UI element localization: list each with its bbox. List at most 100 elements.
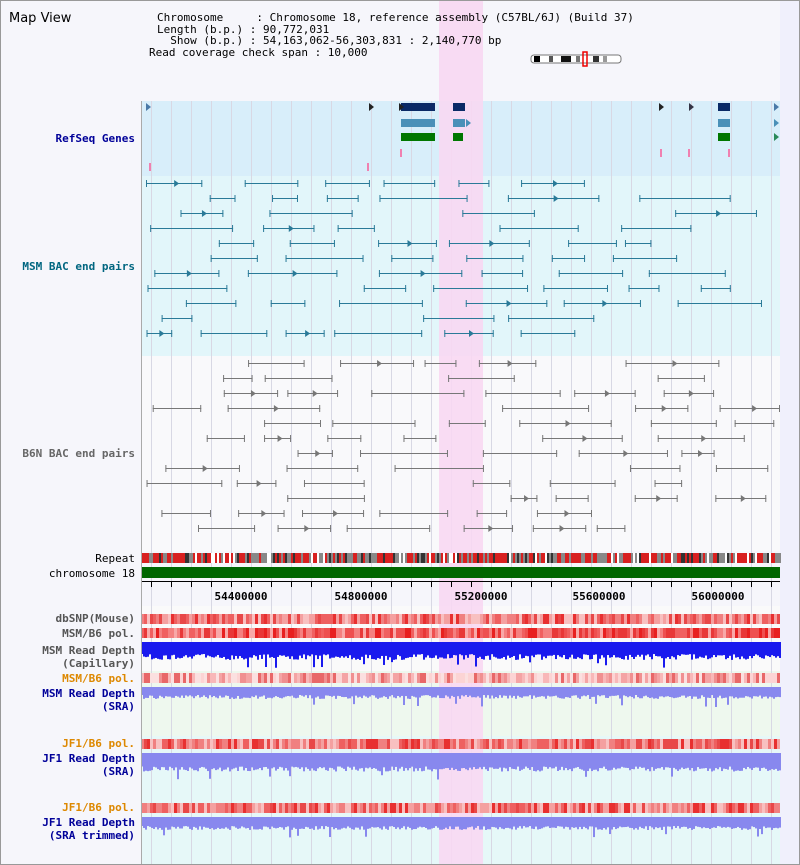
msm-depth-sra-bar	[221, 687, 223, 698]
repeat-element	[309, 553, 311, 563]
jf1-depth-sra-bar	[661, 753, 663, 768]
jf1-depth-trim-bar	[651, 817, 653, 828]
jf1-depth-sra-bar	[609, 753, 611, 771]
jf1-depth-trim-bar	[605, 817, 607, 830]
jf1-depth-trim-bar	[693, 817, 695, 829]
msm-pol-2-cell	[756, 673, 759, 683]
jf1-pol-2-cell	[450, 803, 453, 813]
msm-pol-cell	[645, 628, 648, 638]
msm-pol-2-cell	[615, 673, 618, 683]
jf1-depth-sra-bar	[171, 753, 173, 769]
msm-depth-cap-bar	[655, 642, 657, 657]
track-label-jf1-depth-sra[interactable]: JF1 Read Depth (SRA)	[42, 752, 135, 778]
jf1-depth-sra-bar	[149, 753, 151, 771]
repeat-element	[395, 553, 397, 563]
msm-pol-2-cell	[354, 673, 357, 683]
jf1-depth-sra-bar	[769, 753, 771, 771]
dbsnp-cell	[696, 614, 699, 624]
jf1-depth-trim-bar	[671, 817, 673, 830]
track-label-msm-pol-2[interactable]: MSM/B6 pol.	[62, 672, 135, 685]
b6n-bac-pair-arrow	[333, 510, 339, 517]
msm-depth-sra-bar	[713, 687, 715, 699]
track-label-jf1-pol[interactable]: JF1/B6 pol.	[62, 737, 135, 750]
repeat-element	[311, 553, 313, 563]
jf1-depth-trim-bar	[173, 817, 175, 828]
repeat-element	[483, 553, 485, 563]
jf1-depth-trim-bar	[427, 817, 429, 830]
jf1-pol-cell	[405, 739, 408, 749]
jf1-depth-trim-bar	[765, 817, 767, 829]
msm-pol-cell	[303, 628, 306, 638]
repeat-element	[161, 553, 163, 563]
msm-pol-cell	[732, 628, 735, 638]
jf1-depth-trim-bar	[527, 817, 529, 828]
msm-pol-2-cell	[564, 673, 567, 683]
msm-depth-cap-bar	[765, 642, 767, 656]
msm-depth-cap-bar	[379, 642, 381, 659]
msm-depth-cap-bar	[189, 642, 191, 657]
jf1-pol-2-cell	[501, 803, 504, 813]
jf1-pol-2-cell	[351, 803, 354, 813]
msm-depth-sra-bar	[715, 687, 717, 707]
track-label-msm-depth-cap[interactable]: MSM Read Depth (Capillary)	[42, 644, 135, 670]
jf1-depth-sra-bar	[771, 753, 773, 770]
msm-pol-2-cell	[330, 673, 333, 683]
msm-depth-cap-bar	[351, 642, 353, 660]
msm-pol-cell	[612, 628, 615, 638]
jf1-pol-cell	[234, 739, 237, 749]
msm-pol-2-cell	[624, 673, 627, 683]
jf1-depth-trim-bar	[289, 817, 291, 838]
msm-depth-sra-bar	[269, 687, 271, 698]
msm-pol-cell	[255, 628, 258, 638]
jf1-depth-sra-bar	[355, 753, 357, 770]
jf1-pol-cell	[369, 739, 372, 749]
jf1-pol-cell	[441, 739, 444, 749]
jf1-pol-2-cell	[399, 803, 402, 813]
msm-pol-2-cell	[726, 673, 729, 683]
jf1-depth-trim-bar	[373, 817, 375, 828]
track-label-jf1-pol-2[interactable]: JF1/B6 pol.	[62, 801, 135, 814]
b6n-bac-pair-arrow	[559, 525, 565, 532]
msm-depth-sra-bar	[397, 687, 399, 697]
jf1-pol-2-cell	[291, 803, 294, 813]
msm-depth-cap-bar	[393, 642, 395, 660]
jf1-pol-2-cell	[648, 803, 651, 813]
jf1-depth-sra-bar	[673, 753, 675, 768]
msm-pol-2-cell	[477, 673, 480, 683]
repeat-element	[605, 553, 607, 563]
jf1-depth-trim-bar	[409, 817, 411, 828]
msm-depth-sra-bar	[405, 687, 407, 697]
track-label-refseq[interactable]: RefSeq Genes	[55, 132, 135, 145]
msm-depth-cap-bar	[309, 642, 311, 657]
track-label-jf1-depth-trim[interactable]: JF1 Read Depth (SRA trimmed)	[42, 816, 135, 842]
repeat-element	[667, 553, 669, 563]
track-label-msm-bac[interactable]: MSM BAC end pairs	[22, 260, 135, 273]
axis-tick-label: 55600000	[573, 590, 626, 603]
dbsnp-cell	[498, 614, 501, 624]
chromosome-bar	[141, 567, 780, 578]
repeat-element	[641, 553, 643, 563]
track-label-msm-pol[interactable]: MSM/B6 pol.	[62, 627, 135, 640]
jf1-pol-2-cell	[378, 803, 381, 813]
jf1-depth-sra-bar	[749, 753, 751, 769]
track-label-dbsnp[interactable]: dbSNP(Mouse)	[55, 612, 135, 625]
refseq-gene	[453, 119, 465, 127]
msm-depth-cap-bar	[639, 642, 641, 657]
b6n-bac-pair-arrow	[752, 405, 758, 412]
dbsnp-cell	[777, 614, 780, 624]
dbsnp-cell	[174, 614, 177, 624]
jf1-depth-trim-bar	[547, 817, 549, 827]
dbsnp-cell	[249, 614, 252, 624]
msm-pol-2-cell	[246, 673, 249, 683]
msm-pol-cell	[495, 628, 498, 638]
dbsnp-cell	[456, 614, 459, 624]
track-label-b6n-bac[interactable]: B6N BAC end pairs	[22, 447, 135, 460]
msm-depth-sra-bar	[271, 687, 273, 699]
msm-depth-sra-bar	[479, 687, 481, 698]
msm-depth-sra-bar	[451, 687, 453, 696]
jf1-depth-sra-bar	[179, 753, 181, 770]
jf1-pol-cell	[624, 739, 627, 749]
track-label-msm-depth-sra[interactable]: MSM Read Depth (SRA)	[42, 687, 135, 713]
jf1-depth-trim-bar	[769, 817, 771, 828]
